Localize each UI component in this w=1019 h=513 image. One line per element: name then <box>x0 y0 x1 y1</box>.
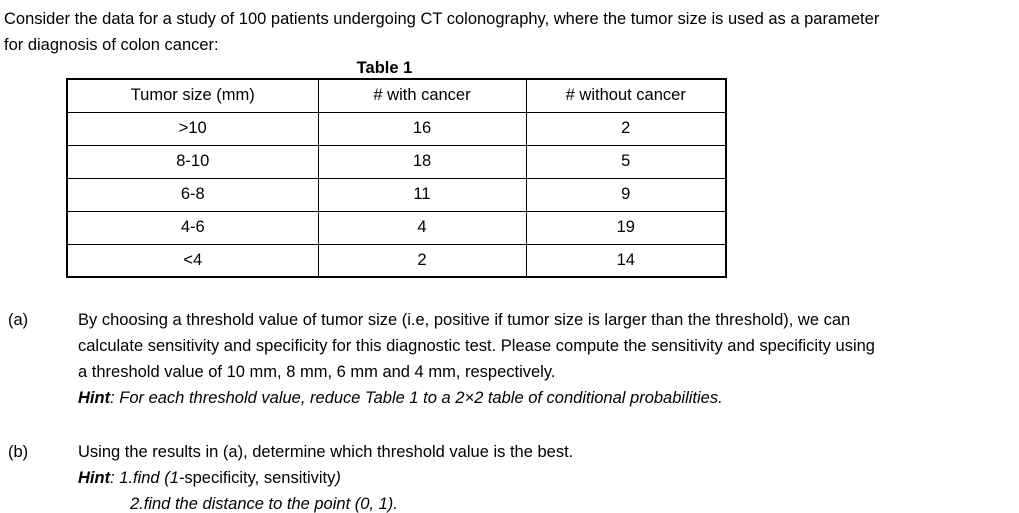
hint-label: Hint <box>78 469 111 487</box>
table-cell: 6-8 <box>66 177 319 212</box>
part-b-hint-2: 2.find the distance to the point (0, 1). <box>130 495 398 513</box>
part-b-hint-1: Hint: 1.find (1-specificity, sensitivity… <box>78 465 573 491</box>
table-header-cell: # with cancer <box>317 78 527 113</box>
table-row: 6-8 11 9 <box>66 177 727 212</box>
table-cell: 2 <box>525 111 727 146</box>
table-header-cell: # without cancer <box>525 78 727 113</box>
table-cell: 2 <box>317 243 527 278</box>
table-header-cell: Tumor size (mm) <box>66 78 319 113</box>
hint-text-italic: ) <box>335 469 341 487</box>
intro-line: for diagnosis of colon cancer: <box>4 36 219 54</box>
part-a-line: a threshold value of 10 mm, 8 mm, 6 mm a… <box>78 363 556 381</box>
table-cell: 11 <box>317 177 527 212</box>
hint-label: Hint <box>78 389 111 407</box>
table-row: 4-6 4 19 <box>66 210 727 245</box>
intro-line: Consider the data for a study of 100 pat… <box>4 10 880 28</box>
table-cell: 19 <box>525 210 727 245</box>
data-table: Tumor size (mm) # with cancer # without … <box>66 78 727 278</box>
intro-paragraph: Consider the data for a study of 100 pat… <box>4 6 1019 58</box>
table-cell: 5 <box>525 144 727 179</box>
table-cell: 4 <box>317 210 527 245</box>
table-row: <4 2 14 <box>66 243 727 278</box>
part-b-line: Using the results in (a), determine whic… <box>78 443 574 461</box>
question-part-a: (a) By choosing a threshold value of tum… <box>4 307 1019 411</box>
part-a-line: By choosing a threshold value of tumor s… <box>78 311 851 329</box>
table-cell: 8-10 <box>66 144 319 179</box>
hint-text-upright: specificity, sensitivity <box>184 469 336 487</box>
hint-text: : For each threshold value, reduce Table… <box>110 389 723 407</box>
table-cell: 4-6 <box>66 210 319 245</box>
table-row: >10 16 2 <box>66 111 727 146</box>
table-cell: 16 <box>317 111 527 146</box>
table-row: 8-10 18 5 <box>66 144 727 179</box>
table-cell: <4 <box>66 243 319 278</box>
table-cell: 9 <box>525 177 727 212</box>
part-b-text: Using the results in (a), determine whic… <box>78 439 573 513</box>
table-cell: 14 <box>525 243 727 278</box>
question-part-b: (b) Using the results in (a), determine … <box>4 439 1019 513</box>
table-cell: 18 <box>317 144 527 179</box>
part-a-hint: Hint: For each threshold value, reduce T… <box>78 385 875 411</box>
part-a-label: (a) <box>8 311 29 329</box>
table-cell: >10 <box>66 111 319 146</box>
hint-text-italic: : 1.find (1- <box>110 469 185 487</box>
part-a-text: By choosing a threshold value of tumor s… <box>78 307 875 411</box>
part-a-line: calculate sensitivity and specificity fo… <box>78 337 875 355</box>
table-header-row: Tumor size (mm) # with cancer # without … <box>66 78 727 113</box>
part-b-label: (b) <box>8 443 29 461</box>
table-title: Table 1 <box>356 59 413 77</box>
